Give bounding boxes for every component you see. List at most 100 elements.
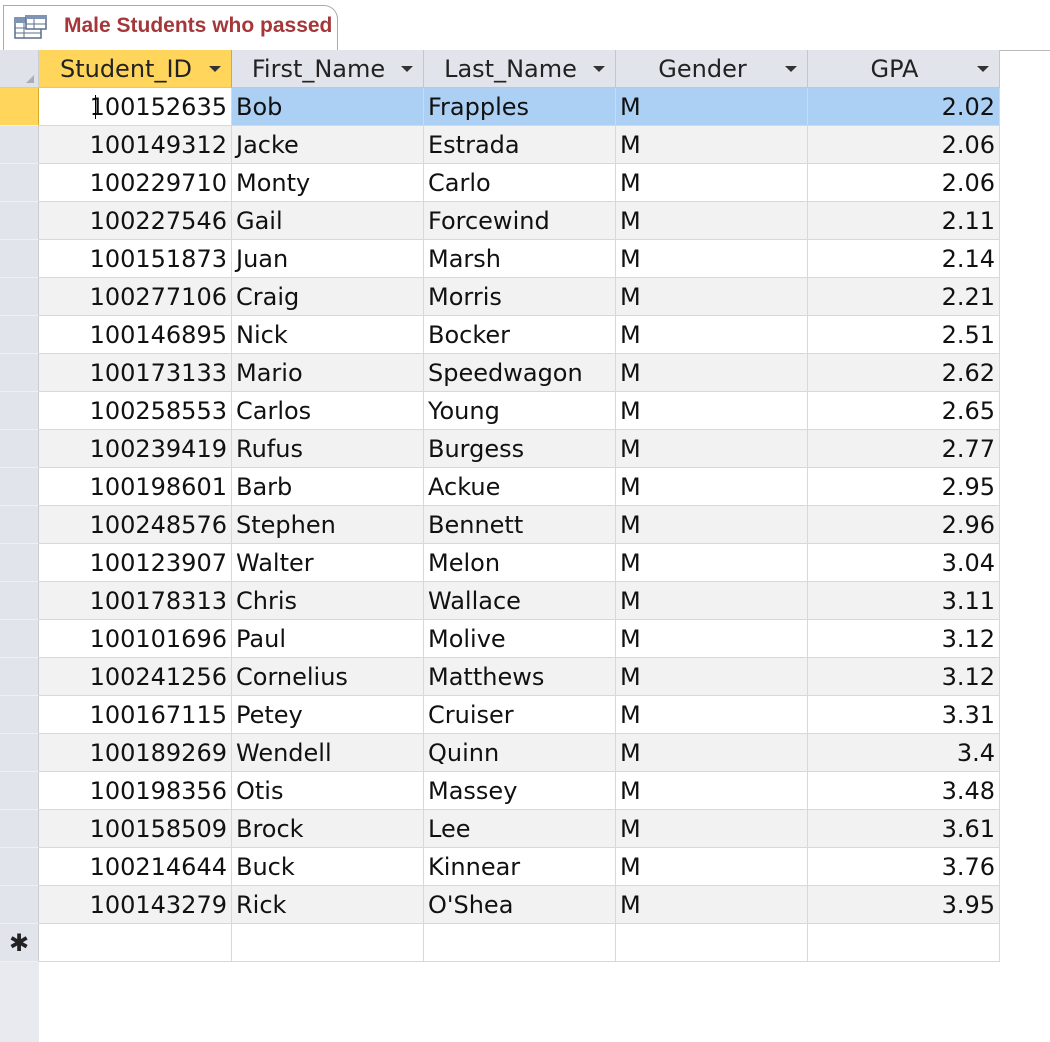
cell-gpa[interactable]: 2.06	[808, 126, 1000, 164]
cell-student-id[interactable]: 100101696	[39, 620, 232, 658]
cell-last-name[interactable]: Carlo	[424, 164, 616, 202]
cell-last-name[interactable]: Molive	[424, 620, 616, 658]
sort-filter-arrow-icon[interactable]	[401, 66, 413, 72]
record-selector[interactable]	[0, 620, 39, 658]
record-selector[interactable]	[0, 848, 39, 886]
cell-gpa[interactable]: 2.51	[808, 316, 1000, 354]
cell-student-id[interactable]: 100123907	[39, 544, 232, 582]
cell-first-name[interactable]: Mario	[232, 354, 424, 392]
table-row[interactable]: 100241256 Cornelius Matthews M 3.12	[0, 658, 1050, 696]
cell-student-id[interactable]: 100214644	[39, 848, 232, 886]
cell-gpa[interactable]: 3.48	[808, 772, 1000, 810]
cell-last-name[interactable]: Matthews	[424, 658, 616, 696]
record-selector[interactable]	[0, 88, 39, 126]
cell-first-name[interactable]: Monty	[232, 164, 424, 202]
record-selector[interactable]	[0, 772, 39, 810]
cell-gpa[interactable]: 3.61	[808, 810, 1000, 848]
record-selector[interactable]	[0, 202, 39, 240]
sort-filter-arrow-icon[interactable]	[977, 66, 989, 72]
record-selector[interactable]	[0, 126, 39, 164]
table-row[interactable]: 100277106 Craig Morris M 2.21	[0, 278, 1050, 316]
cell-gender[interactable]: M	[616, 240, 808, 278]
cell-first-name[interactable]: Nick	[232, 316, 424, 354]
table-row[interactable]: 100198601 Barb Ackue M 2.95	[0, 468, 1050, 506]
cell-gender[interactable]: M	[616, 164, 808, 202]
table-row[interactable]: 100214644 Buck Kinnear M 3.76	[0, 848, 1050, 886]
cell-student-id[interactable]: 100173133	[39, 354, 232, 392]
cell-last-name[interactable]: Melon	[424, 544, 616, 582]
cell-first-name[interactable]: Buck	[232, 848, 424, 886]
record-selector[interactable]	[0, 734, 39, 772]
cell-student-id[interactable]: 100277106	[39, 278, 232, 316]
table-row[interactable]: 100258553 Carlos Young M 2.65	[0, 392, 1050, 430]
table-row[interactable]: 100198356 Otis Massey M 3.48	[0, 772, 1050, 810]
cell-gpa[interactable]: 2.02	[808, 88, 1000, 126]
cell-last-name[interactable]: Quinn	[424, 734, 616, 772]
cell-first-name[interactable]: Cornelius	[232, 658, 424, 696]
cell-gender[interactable]: M	[616, 544, 808, 582]
new-cell-last-name[interactable]	[424, 924, 616, 962]
cell-first-name[interactable]: Paul	[232, 620, 424, 658]
cell-first-name[interactable]: Petey	[232, 696, 424, 734]
sort-filter-arrow-icon[interactable]	[593, 66, 605, 72]
cell-gender[interactable]: M	[616, 430, 808, 468]
cell-gpa[interactable]: 2.65	[808, 392, 1000, 430]
column-header-gender[interactable]: Gender	[616, 50, 808, 88]
cell-last-name[interactable]: Wallace	[424, 582, 616, 620]
cell-last-name[interactable]: Frapples	[424, 88, 616, 126]
new-cell-first-name[interactable]	[232, 924, 424, 962]
cell-gender[interactable]: M	[616, 506, 808, 544]
record-selector[interactable]	[0, 316, 39, 354]
cell-gender[interactable]: M	[616, 582, 808, 620]
cell-student-id[interactable]: 100198601	[39, 468, 232, 506]
record-selector[interactable]	[0, 810, 39, 848]
record-selector[interactable]	[0, 582, 39, 620]
cell-gender[interactable]: M	[616, 886, 808, 924]
cell-last-name[interactable]: Forcewind	[424, 202, 616, 240]
table-row[interactable]: 100227546 Gail Forcewind M 2.11	[0, 202, 1050, 240]
cell-gender[interactable]: M	[616, 734, 808, 772]
new-cell-gender[interactable]	[616, 924, 808, 962]
cell-gpa[interactable]: 3.11	[808, 582, 1000, 620]
column-header-gpa[interactable]: GPA	[808, 50, 1000, 88]
new-cell-gpa[interactable]	[808, 924, 1000, 962]
cell-student-id[interactable]: 100229710	[39, 164, 232, 202]
cell-first-name[interactable]: Jacke	[232, 126, 424, 164]
record-selector[interactable]	[0, 506, 39, 544]
table-row[interactable]: 100239419 Rufus Burgess M 2.77	[0, 430, 1050, 468]
cell-student-id[interactable]: 100143279	[39, 886, 232, 924]
record-selector[interactable]	[0, 430, 39, 468]
cell-gpa[interactable]: 2.06	[808, 164, 1000, 202]
record-selector[interactable]	[0, 544, 39, 582]
cell-gpa[interactable]: 3.12	[808, 658, 1000, 696]
cell-first-name[interactable]: Stephen	[232, 506, 424, 544]
cell-gender[interactable]: M	[616, 810, 808, 848]
cell-gpa[interactable]: 3.31	[808, 696, 1000, 734]
table-row[interactable]: 100151873 Juan Marsh M 2.14	[0, 240, 1050, 278]
cell-last-name[interactable]: O'Shea	[424, 886, 616, 924]
cell-first-name[interactable]: Rufus	[232, 430, 424, 468]
sort-filter-arrow-icon[interactable]	[209, 66, 221, 72]
cell-last-name[interactable]: Marsh	[424, 240, 616, 278]
cell-first-name[interactable]: Gail	[232, 202, 424, 240]
cell-gender[interactable]: M	[616, 316, 808, 354]
cell-first-name[interactable]: Brock	[232, 810, 424, 848]
cell-first-name[interactable]: Carlos	[232, 392, 424, 430]
cell-first-name[interactable]: Juan	[232, 240, 424, 278]
cell-gender[interactable]: M	[616, 202, 808, 240]
column-header-last-name[interactable]: Last_Name	[424, 50, 616, 88]
cell-gpa[interactable]: 2.21	[808, 278, 1000, 316]
cell-gender[interactable]: M	[616, 354, 808, 392]
table-row[interactable]: 100178313 Chris Wallace M 3.11	[0, 582, 1050, 620]
table-row[interactable]: 100229710 Monty Carlo M 2.06	[0, 164, 1050, 202]
cell-gender[interactable]: M	[616, 392, 808, 430]
cell-gender[interactable]: M	[616, 848, 808, 886]
record-selector[interactable]	[0, 278, 39, 316]
cell-last-name[interactable]: Kinnear	[424, 848, 616, 886]
query-tab[interactable]: Male Students who passed	[3, 5, 338, 51]
cell-gender[interactable]: M	[616, 772, 808, 810]
cell-last-name[interactable]: Ackue	[424, 468, 616, 506]
cell-student-id[interactable]: 100198356	[39, 772, 232, 810]
cell-gpa[interactable]: 2.95	[808, 468, 1000, 506]
cell-last-name[interactable]: Morris	[424, 278, 616, 316]
